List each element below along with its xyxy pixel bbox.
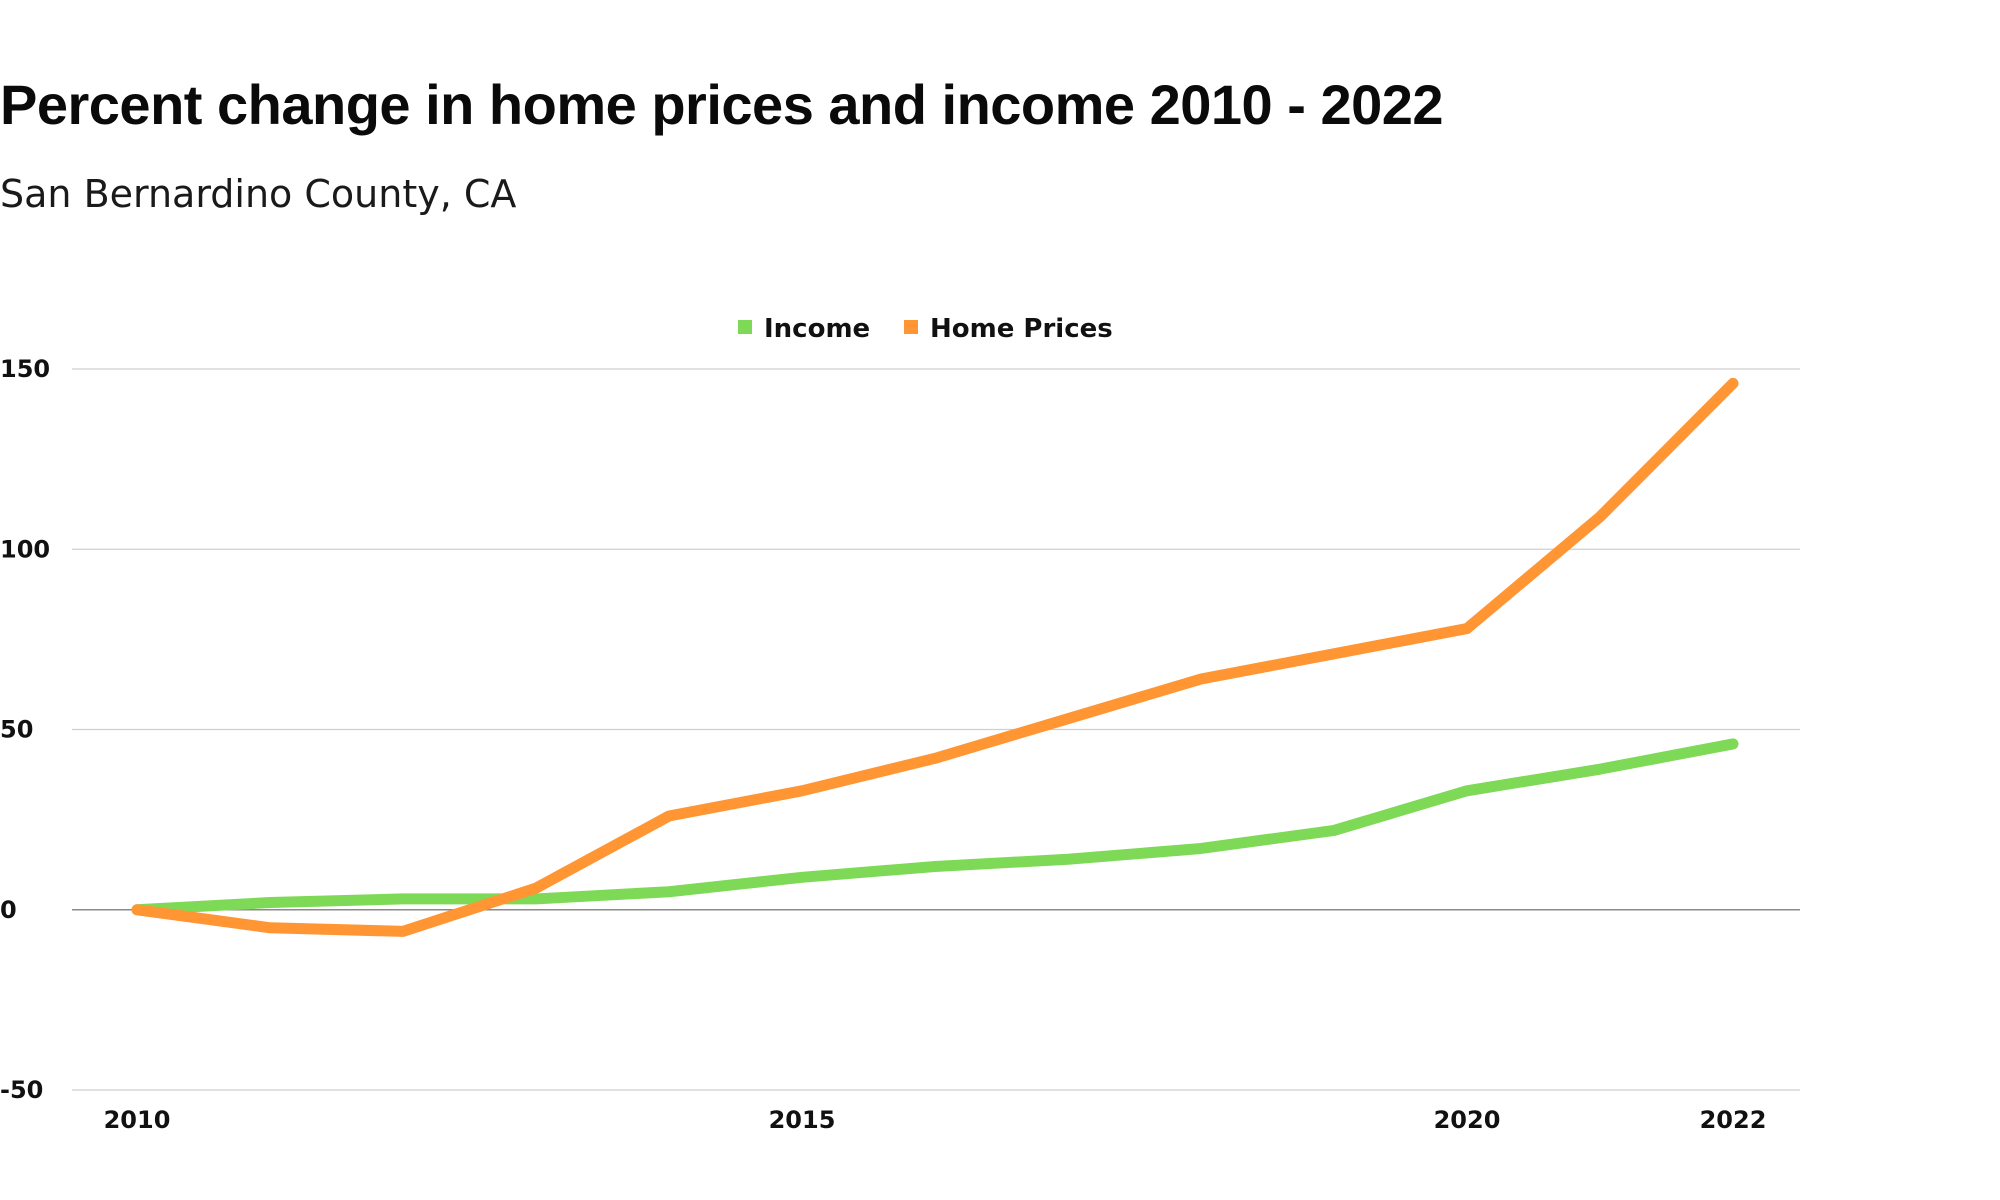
- x-tick-label: 2010: [104, 1106, 171, 1134]
- series-lines: [131, 377, 1739, 937]
- y-tick-label: 150: [0, 355, 50, 383]
- legend-label-home-prices: Home Prices: [930, 314, 1113, 344]
- y-tick-label: -50: [0, 1076, 43, 1104]
- series-line-home-prices: [131, 377, 1739, 937]
- gridlines: [72, 368, 1800, 1091]
- chart-title: Percent change in home prices and income…: [0, 73, 1444, 136]
- x-tick-label: 2015: [769, 1106, 836, 1134]
- legend-label-income: Income: [764, 314, 870, 344]
- y-axis-ticks: 150 100 50 0 -50: [0, 355, 50, 1104]
- x-tick-label: 2022: [1700, 1106, 1767, 1134]
- y-tick-label: 100: [0, 535, 50, 563]
- legend-swatch-home-prices: [904, 320, 918, 334]
- x-axis-ticks: 2010 2015 2020 2022: [104, 1106, 1767, 1134]
- y-tick-label: 50: [0, 716, 33, 744]
- chart-subtitle: San Bernardino County, CA: [0, 172, 517, 216]
- y-tick-label: 0: [0, 896, 17, 924]
- series-line-income: [131, 738, 1739, 916]
- x-tick-label: 2020: [1434, 1106, 1501, 1134]
- legend: Income Home Prices: [738, 314, 1113, 344]
- legend-swatch-income: [738, 320, 752, 334]
